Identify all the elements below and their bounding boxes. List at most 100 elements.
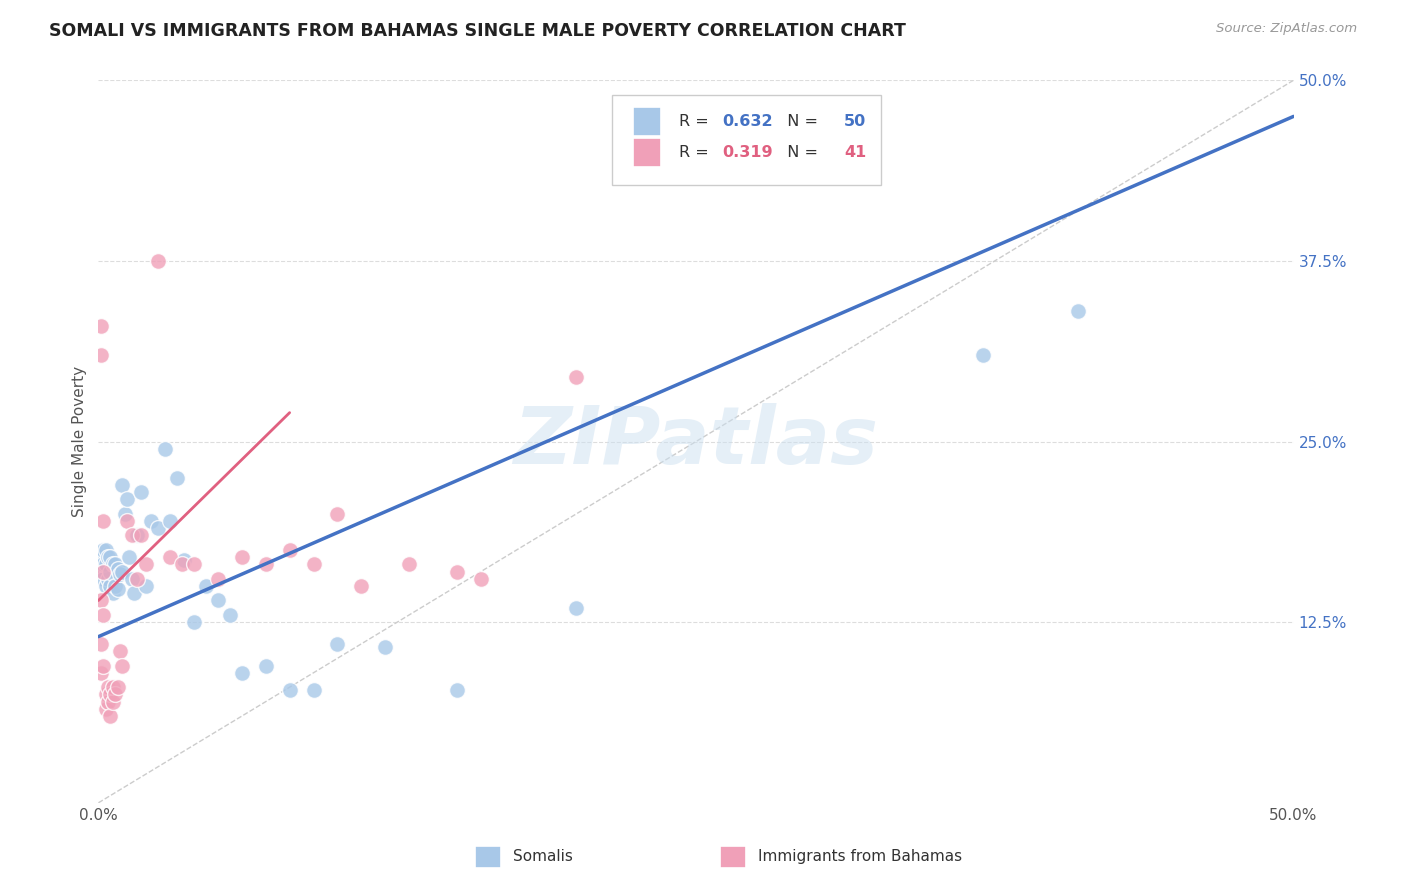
Point: [131, 528, 153, 542]
Point: [115, 514, 138, 528]
Point: [125, 572, 148, 586]
Point: [148, 253, 170, 268]
Point: [104, 558, 127, 572]
Point: [326, 637, 349, 651]
Point: [98, 550, 122, 565]
Point: [114, 507, 136, 521]
Point: [98, 709, 122, 723]
Point: [173, 553, 195, 567]
Point: [94, 558, 117, 572]
Point: [326, 507, 349, 521]
Point: [90, 318, 112, 333]
Point: [90, 637, 112, 651]
Text: 0.319: 0.319: [723, 145, 773, 160]
Point: [90, 593, 112, 607]
Point: [107, 680, 129, 694]
Text: ZIPatlas: ZIPatlas: [513, 402, 879, 481]
Point: [98, 579, 122, 593]
Point: [90, 550, 112, 565]
Point: [108, 644, 131, 658]
FancyBboxPatch shape: [633, 107, 661, 136]
Point: [101, 558, 124, 572]
Point: [446, 683, 468, 698]
Point: [350, 579, 373, 593]
Point: [207, 572, 229, 586]
Point: [166, 470, 188, 484]
Point: [91, 607, 114, 622]
Point: [148, 521, 170, 535]
Text: R =: R =: [679, 145, 714, 160]
Point: [1067, 304, 1090, 318]
Point: [118, 550, 141, 565]
Point: [90, 348, 112, 362]
Point: [121, 528, 143, 542]
Point: [139, 514, 162, 528]
Point: [104, 687, 127, 701]
Point: [278, 542, 301, 557]
FancyBboxPatch shape: [720, 847, 747, 868]
Point: [107, 582, 129, 596]
Text: 0.632: 0.632: [723, 114, 773, 129]
Point: [231, 665, 253, 680]
Point: [155, 442, 177, 456]
Point: [302, 558, 325, 572]
Point: [159, 550, 181, 565]
Point: [97, 550, 120, 565]
Point: [446, 565, 468, 579]
Point: [398, 558, 420, 572]
Point: [97, 572, 120, 586]
Point: [90, 565, 112, 579]
Point: [219, 607, 242, 622]
Text: 50: 50: [844, 114, 866, 129]
Point: [91, 565, 114, 579]
Point: [90, 665, 112, 680]
Point: [94, 579, 117, 593]
Text: Immigrants from Bahamas: Immigrants from Bahamas: [758, 849, 962, 864]
Point: [108, 567, 131, 582]
Point: [135, 558, 157, 572]
FancyBboxPatch shape: [633, 138, 661, 167]
Point: [565, 600, 588, 615]
Point: [101, 586, 124, 600]
Point: [135, 579, 157, 593]
Point: [125, 528, 148, 542]
Text: Somalis: Somalis: [513, 849, 574, 864]
Text: SOMALI VS IMMIGRANTS FROM BAHAMAS SINGLE MALE POVERTY CORRELATION CHART: SOMALI VS IMMIGRANTS FROM BAHAMAS SINGLE…: [49, 22, 905, 40]
Point: [94, 702, 117, 716]
Point: [107, 562, 129, 576]
Point: [104, 579, 127, 593]
Point: [183, 558, 205, 572]
FancyBboxPatch shape: [613, 95, 882, 185]
Text: 41: 41: [844, 145, 866, 160]
Point: [97, 695, 120, 709]
Point: [172, 558, 194, 572]
Point: [254, 558, 277, 572]
Text: N =: N =: [778, 145, 824, 160]
Point: [97, 680, 120, 694]
Text: Source: ZipAtlas.com: Source: ZipAtlas.com: [1216, 22, 1357, 36]
Point: [121, 572, 143, 586]
Point: [98, 565, 122, 579]
Text: N =: N =: [778, 114, 824, 129]
Y-axis label: Single Male Poverty: Single Male Poverty: [72, 366, 87, 517]
Point: [91, 558, 114, 572]
Text: R =: R =: [679, 114, 714, 129]
Point: [91, 514, 114, 528]
Point: [111, 478, 134, 492]
Point: [374, 640, 396, 654]
Point: [470, 572, 492, 586]
Point: [195, 579, 218, 593]
Point: [565, 369, 588, 384]
Point: [94, 542, 117, 557]
Point: [302, 683, 325, 698]
Point: [972, 348, 994, 362]
Point: [183, 615, 205, 630]
Point: [207, 593, 229, 607]
Point: [94, 687, 117, 701]
Point: [111, 658, 134, 673]
Point: [91, 572, 114, 586]
Point: [254, 658, 277, 673]
Point: [91, 658, 114, 673]
Point: [131, 485, 153, 500]
Point: [98, 687, 122, 701]
